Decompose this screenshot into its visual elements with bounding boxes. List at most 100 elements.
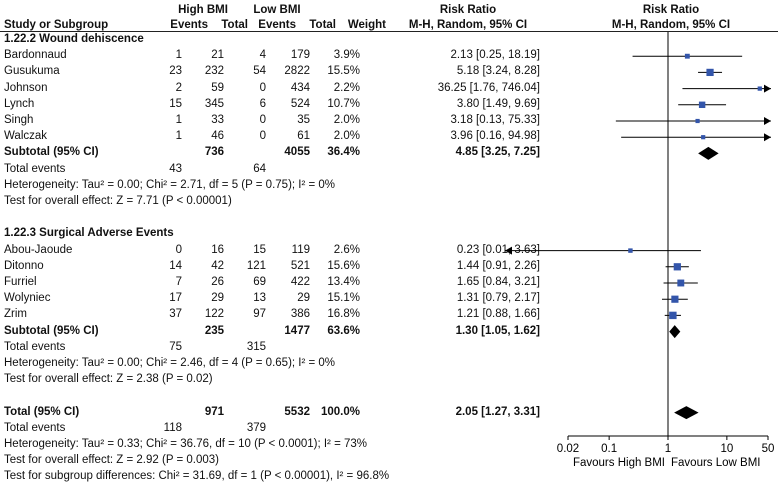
header-events2: Events bbox=[258, 19, 296, 31]
total-low-bmi: 524 bbox=[290, 97, 310, 110]
study-name: Abou-Jaoude bbox=[4, 243, 73, 256]
total-events-label: Total events bbox=[4, 421, 66, 434]
study-risk-ratio: 1.21 [0.88, 1.66] bbox=[456, 308, 540, 321]
ci-arrow-right bbox=[764, 84, 771, 93]
events-high-bmi: 23 bbox=[169, 65, 182, 78]
total-high-bmi: 46 bbox=[211, 130, 224, 143]
study-risk-ratio: 3.18 [0.13, 75.33] bbox=[450, 114, 540, 126]
study-point bbox=[695, 118, 700, 124]
total-n-high-bmi: 971 bbox=[204, 405, 224, 418]
study-name: Singh bbox=[4, 114, 34, 126]
study-risk-ratio: 3.96 [0.16, 94.98] bbox=[450, 130, 540, 143]
total-n-low-bmi: 5532 bbox=[284, 405, 310, 418]
events-high-bmi: 1 bbox=[175, 49, 182, 62]
study-risk-ratio: 3.80 [1.49, 9.69] bbox=[456, 97, 540, 110]
header-rr-sub: M-H, Random, 95% CI bbox=[408, 19, 528, 31]
header-weight: Weight bbox=[347, 19, 386, 31]
subtotal-weight: 63.6% bbox=[327, 324, 360, 337]
study-point bbox=[684, 53, 690, 59]
header-rr-title: Risk Ratio bbox=[439, 4, 497, 16]
events-high-bmi: 1 bbox=[175, 114, 182, 126]
total-high-bmi: 16 bbox=[211, 243, 224, 256]
events-low-bmi: 13 bbox=[253, 292, 266, 305]
subtotal-n-high-bmi: 736 bbox=[204, 146, 224, 159]
total-low-bmi: 2822 bbox=[284, 65, 310, 78]
events-low-bmi: 6 bbox=[259, 97, 266, 110]
study-weight: 16.8% bbox=[327, 308, 360, 321]
study-name: Walczak bbox=[4, 130, 48, 143]
x-tick-label: 1 bbox=[665, 443, 671, 455]
total-events-low-bmi: 315 bbox=[246, 340, 266, 353]
header-total2: Total bbox=[309, 19, 336, 31]
study-point bbox=[677, 279, 685, 287]
study-weight: 2.6% bbox=[333, 243, 360, 256]
study-weight: 15.6% bbox=[327, 259, 360, 272]
study-weight: 15.5% bbox=[327, 65, 360, 78]
favours-right-label: Favours Low BMI bbox=[671, 457, 760, 469]
events-low-bmi: 54 bbox=[253, 65, 266, 78]
subtotal-risk-ratio: 4.85 [3.25, 7.25] bbox=[455, 146, 540, 159]
total-high-bmi: 42 bbox=[211, 259, 224, 272]
stats-text: Heterogeneity: Tau² = 0.00; Chi² = 2.46,… bbox=[4, 357, 336, 369]
study-risk-ratio: 1.44 [0.91, 2.26] bbox=[456, 259, 540, 272]
ci-arrow-left bbox=[505, 246, 512, 255]
total-risk-ratio: 2.05 [1.27, 3.31] bbox=[455, 405, 540, 418]
total-high-bmi: 33 bbox=[211, 114, 224, 126]
total-events-label: Total events bbox=[4, 340, 66, 353]
study-name: Lynch bbox=[4, 97, 35, 110]
study-name: Gusukuma bbox=[4, 65, 60, 78]
x-tick-label: 50 bbox=[762, 443, 775, 455]
study-point bbox=[701, 135, 706, 140]
total-events-low-bmi: 379 bbox=[246, 421, 266, 434]
summary-diamond bbox=[669, 325, 681, 339]
header-events1: Events bbox=[170, 19, 208, 31]
study-point bbox=[698, 101, 706, 109]
events-low-bmi: 0 bbox=[259, 130, 266, 143]
study-name: Johnson bbox=[4, 81, 48, 94]
total-high-bmi: 26 bbox=[211, 276, 224, 288]
favours-left-label: Favours High BMI bbox=[573, 457, 665, 469]
total-high-bmi: 122 bbox=[204, 308, 224, 321]
subtotal-n-low-bmi: 1477 bbox=[284, 324, 310, 337]
study-risk-ratio: 1.31 [0.79, 2.17] bbox=[456, 292, 540, 305]
study-weight: 2.0% bbox=[333, 114, 360, 126]
total-low-bmi: 61 bbox=[297, 130, 310, 143]
header-group2: Low BMI bbox=[253, 4, 301, 16]
events-low-bmi: 0 bbox=[259, 81, 266, 94]
events-low-bmi: 15 bbox=[253, 243, 266, 256]
events-high-bmi: 15 bbox=[169, 97, 182, 110]
total-low-bmi: 422 bbox=[290, 276, 310, 288]
summary-diamond bbox=[698, 146, 719, 160]
total-high-bmi: 232 bbox=[204, 65, 224, 78]
study-point bbox=[628, 248, 633, 253]
study-point bbox=[706, 68, 714, 77]
ci-arrow-right bbox=[764, 133, 771, 142]
stats-text: Test for subgroup differences: Chi² = 31… bbox=[4, 470, 390, 483]
total-events-high-bmi: 118 bbox=[163, 421, 182, 434]
header-plot-title: Risk Ratio bbox=[642, 4, 700, 16]
total-low-bmi: 434 bbox=[290, 81, 310, 94]
stats-text: Heterogeneity: Tau² = 0.00; Chi² = 2.71,… bbox=[4, 178, 336, 191]
study-name: Furriel bbox=[4, 276, 37, 288]
x-tick-label: 0.02 bbox=[557, 443, 579, 455]
study-weight: 3.9% bbox=[333, 49, 360, 62]
events-high-bmi: 1 bbox=[175, 130, 182, 143]
header-plot-sub: M-H, Random, 95% CI bbox=[611, 19, 731, 31]
study-point bbox=[673, 263, 681, 271]
study-weight: 2.2% bbox=[333, 81, 360, 94]
total-low-bmi: 29 bbox=[297, 292, 310, 305]
subgroup-heading: 1.22.2 Wound dehiscence bbox=[4, 33, 144, 45]
study-risk-ratio: 5.18 [3.24, 8.28] bbox=[456, 65, 540, 78]
subgroup-heading: 1.22.3 Surgical Adverse Events bbox=[4, 227, 174, 240]
subtotal-n-high-bmi: 235 bbox=[204, 324, 224, 337]
ci-arrow-right bbox=[764, 117, 771, 125]
study-point bbox=[757, 86, 762, 91]
total-high-bmi: 29 bbox=[211, 292, 224, 305]
study-name: Zrim bbox=[4, 308, 27, 321]
study-risk-ratio: 36.25 [1.76, 746.04] bbox=[437, 81, 540, 94]
total-high-bmi: 59 bbox=[211, 81, 224, 94]
study-risk-ratio: 0.23 [0.01, 3.63] bbox=[456, 243, 540, 256]
study-weight: 15.1% bbox=[327, 292, 360, 305]
header-total1: Total bbox=[221, 19, 248, 31]
